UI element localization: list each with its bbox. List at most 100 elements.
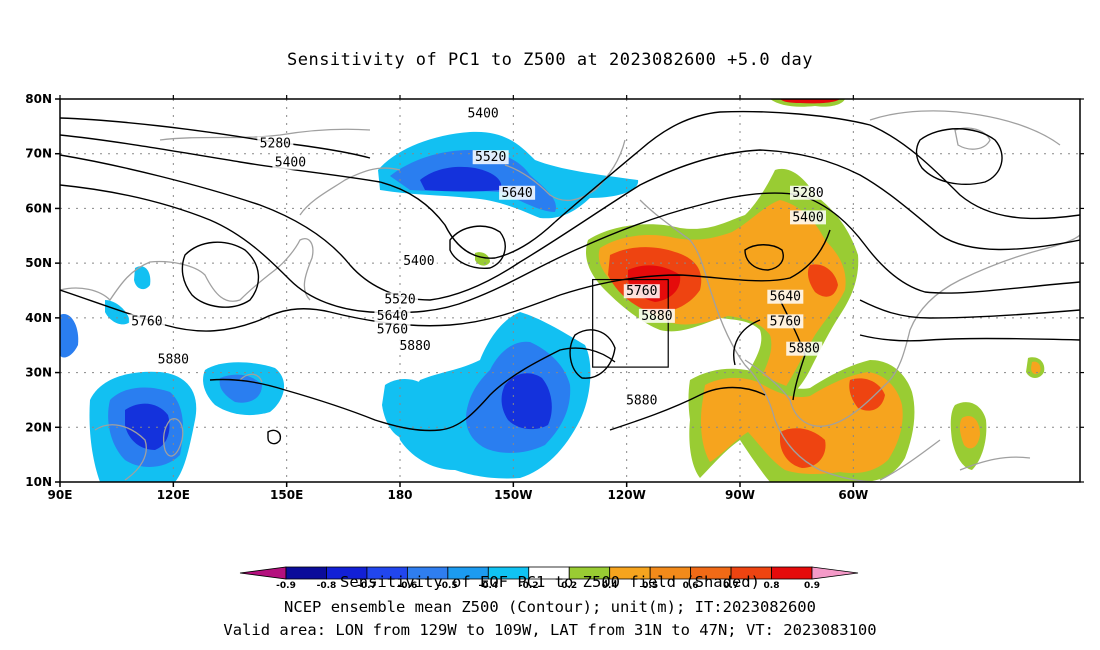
- footer-line-2: NCEP ensemble mean Z500 (Contour); unit(…: [284, 598, 816, 616]
- contour-5280-west: [60, 117, 371, 159]
- negative-region-central-pacific: [399, 312, 591, 479]
- contour-label-text: 5520: [384, 292, 415, 307]
- contour-label: 5400: [400, 254, 437, 269]
- lat-tick-label: 30N: [25, 366, 52, 380]
- lon-tick-label: 90E: [48, 488, 73, 502]
- colorbar-tick-label: -0.4: [478, 581, 498, 591]
- contour-label-text: 5760: [770, 314, 801, 329]
- lon-tick-label: 150W: [494, 488, 532, 502]
- contour-label-text: 5880: [789, 342, 820, 357]
- contour-label: 5280: [257, 136, 294, 152]
- lat-tick-label: 80N: [25, 92, 52, 106]
- contour-5400-north: [554, 110, 1080, 223]
- footer-line-3: Valid area: LON from 129W to 109W, LAT f…: [223, 621, 877, 639]
- colorbar-high-end: [811, 566, 859, 580]
- contour-label: 5760: [374, 322, 411, 338]
- lat-tick-label: 40N: [25, 311, 52, 325]
- contour-label-text: 5760: [377, 323, 408, 338]
- contour-label-text: 5880: [158, 353, 189, 368]
- negative-region-north-pacific: [378, 131, 639, 219]
- lat-tick-label: 10N: [25, 475, 52, 489]
- lon-tick-label: 150E: [270, 488, 303, 502]
- positive-region-subtropical: [475, 252, 1045, 482]
- contour-5760-high: [744, 244, 784, 271]
- contour-label: 5880: [397, 338, 434, 354]
- colorbar-tick-label: -0.7: [357, 581, 377, 591]
- contour-label-text: 5760: [626, 284, 657, 299]
- lon-tick-label: 120E: [157, 488, 190, 502]
- contour-label-text: 5880: [626, 394, 657, 409]
- contour-label: 5400: [465, 106, 502, 121]
- contour-label-text: 5520: [475, 150, 506, 165]
- contour-5520: [60, 149, 1080, 301]
- colorbar-tick-label: 0.5: [642, 581, 658, 591]
- colorbar-tick-label: 0.7: [723, 581, 739, 591]
- contour-label: 5280: [790, 185, 826, 201]
- contour-5400-low-center: [181, 241, 260, 308]
- colorbar-tick-label: 0.2: [561, 581, 577, 591]
- contour-label-text: 5400: [792, 210, 823, 225]
- contour-5880-small: [267, 429, 282, 445]
- contour-label: 5760: [767, 314, 804, 329]
- colorbar-tick-label: -0.6: [398, 581, 418, 591]
- contour-label: 5640: [374, 308, 411, 324]
- lat-lon-grid: [60, 99, 1080, 482]
- lat-tick-label: 20N: [25, 420, 52, 434]
- contour-5280-low-east: [915, 128, 1003, 185]
- contour-label-text: 5400: [275, 156, 306, 171]
- contour-label: 5520: [472, 150, 509, 165]
- lat-tick-label: 60N: [25, 201, 52, 215]
- contour-label-text: 5280: [260, 137, 291, 152]
- plot-frame: [59, 98, 1081, 483]
- colorbar-tick-label: 0.4: [602, 581, 618, 591]
- footer-line-1: Sensitivity of EOF PC1 to Z500 field (Sh…: [340, 573, 760, 591]
- lon-tick-label: 120W: [608, 488, 646, 502]
- colorbar-tick-label: 0.8: [764, 581, 780, 591]
- colorbar: -0.9 -0.8 -0.7 -0.6 -0.5 -0.4 -0.2 0.2 0.4 0.5 0.6…: [239, 566, 859, 591]
- contour-label: 5400: [790, 210, 826, 225]
- contour-label: 5640: [767, 289, 804, 305]
- contour-label-text: 5280: [792, 186, 823, 201]
- lat-tick-label: 70N: [25, 147, 52, 161]
- colorbar-tick-label: 0.9: [804, 581, 820, 591]
- contour-5400-low-pacific: [449, 225, 506, 269]
- contour-5640: [60, 184, 1080, 314]
- contour-5880-high-pacific: [569, 329, 616, 379]
- contour-label: 5880: [623, 393, 660, 409]
- contour-label-text: 5400: [467, 106, 498, 121]
- contour-labels: 5280 5400 5400 5520 5640 5280 5400 5400 5520 5640…: [128, 106, 826, 409]
- contour-label-text: 5640: [501, 186, 532, 201]
- contour-label: 5880: [155, 352, 192, 368]
- colorbar-tick-label: -0.2: [519, 581, 539, 591]
- contour-label-text: 5880: [399, 339, 430, 354]
- valid-area-box: [592, 278, 669, 368]
- contour-label: 5880: [638, 308, 675, 324]
- chart-title: Sensitivity of PC1 to Z500 at 2023082600…: [286, 50, 813, 70]
- contour-label: 5760: [623, 284, 660, 299]
- negative-region-west-pacific: [60, 266, 432, 482]
- lat-tick-label: 50N: [25, 256, 52, 270]
- contour-5400-west: [60, 134, 556, 259]
- contour-label-text: 5880: [641, 309, 672, 324]
- colorbar-tick-label: -0.9: [276, 581, 296, 591]
- contour-label: 5880: [786, 341, 823, 357]
- contour-label-text: 5640: [377, 309, 408, 324]
- z500-contours: [60, 110, 1080, 445]
- coastlines: [60, 110, 1080, 482]
- contour-label: 5760: [128, 314, 165, 329]
- colorbar-tick-label: 0.6: [683, 581, 699, 591]
- lon-tick-label: 60W: [838, 488, 868, 502]
- contour-label: 5400: [272, 155, 309, 171]
- contour-label-text: 5760: [131, 314, 162, 329]
- lon-tick-label: 180: [387, 488, 412, 502]
- contour-label: 5520: [382, 292, 418, 307]
- contour-5880: [209, 319, 1080, 432]
- contour-label: 5640: [499, 185, 536, 201]
- contour-label-text: 5640: [770, 290, 801, 305]
- lon-tick-label: 90W: [725, 488, 755, 502]
- colorbar-tick-label: -0.8: [317, 581, 337, 591]
- contour-label-text: 5400: [403, 254, 434, 269]
- colorbar-tick-label: -0.5: [438, 581, 458, 591]
